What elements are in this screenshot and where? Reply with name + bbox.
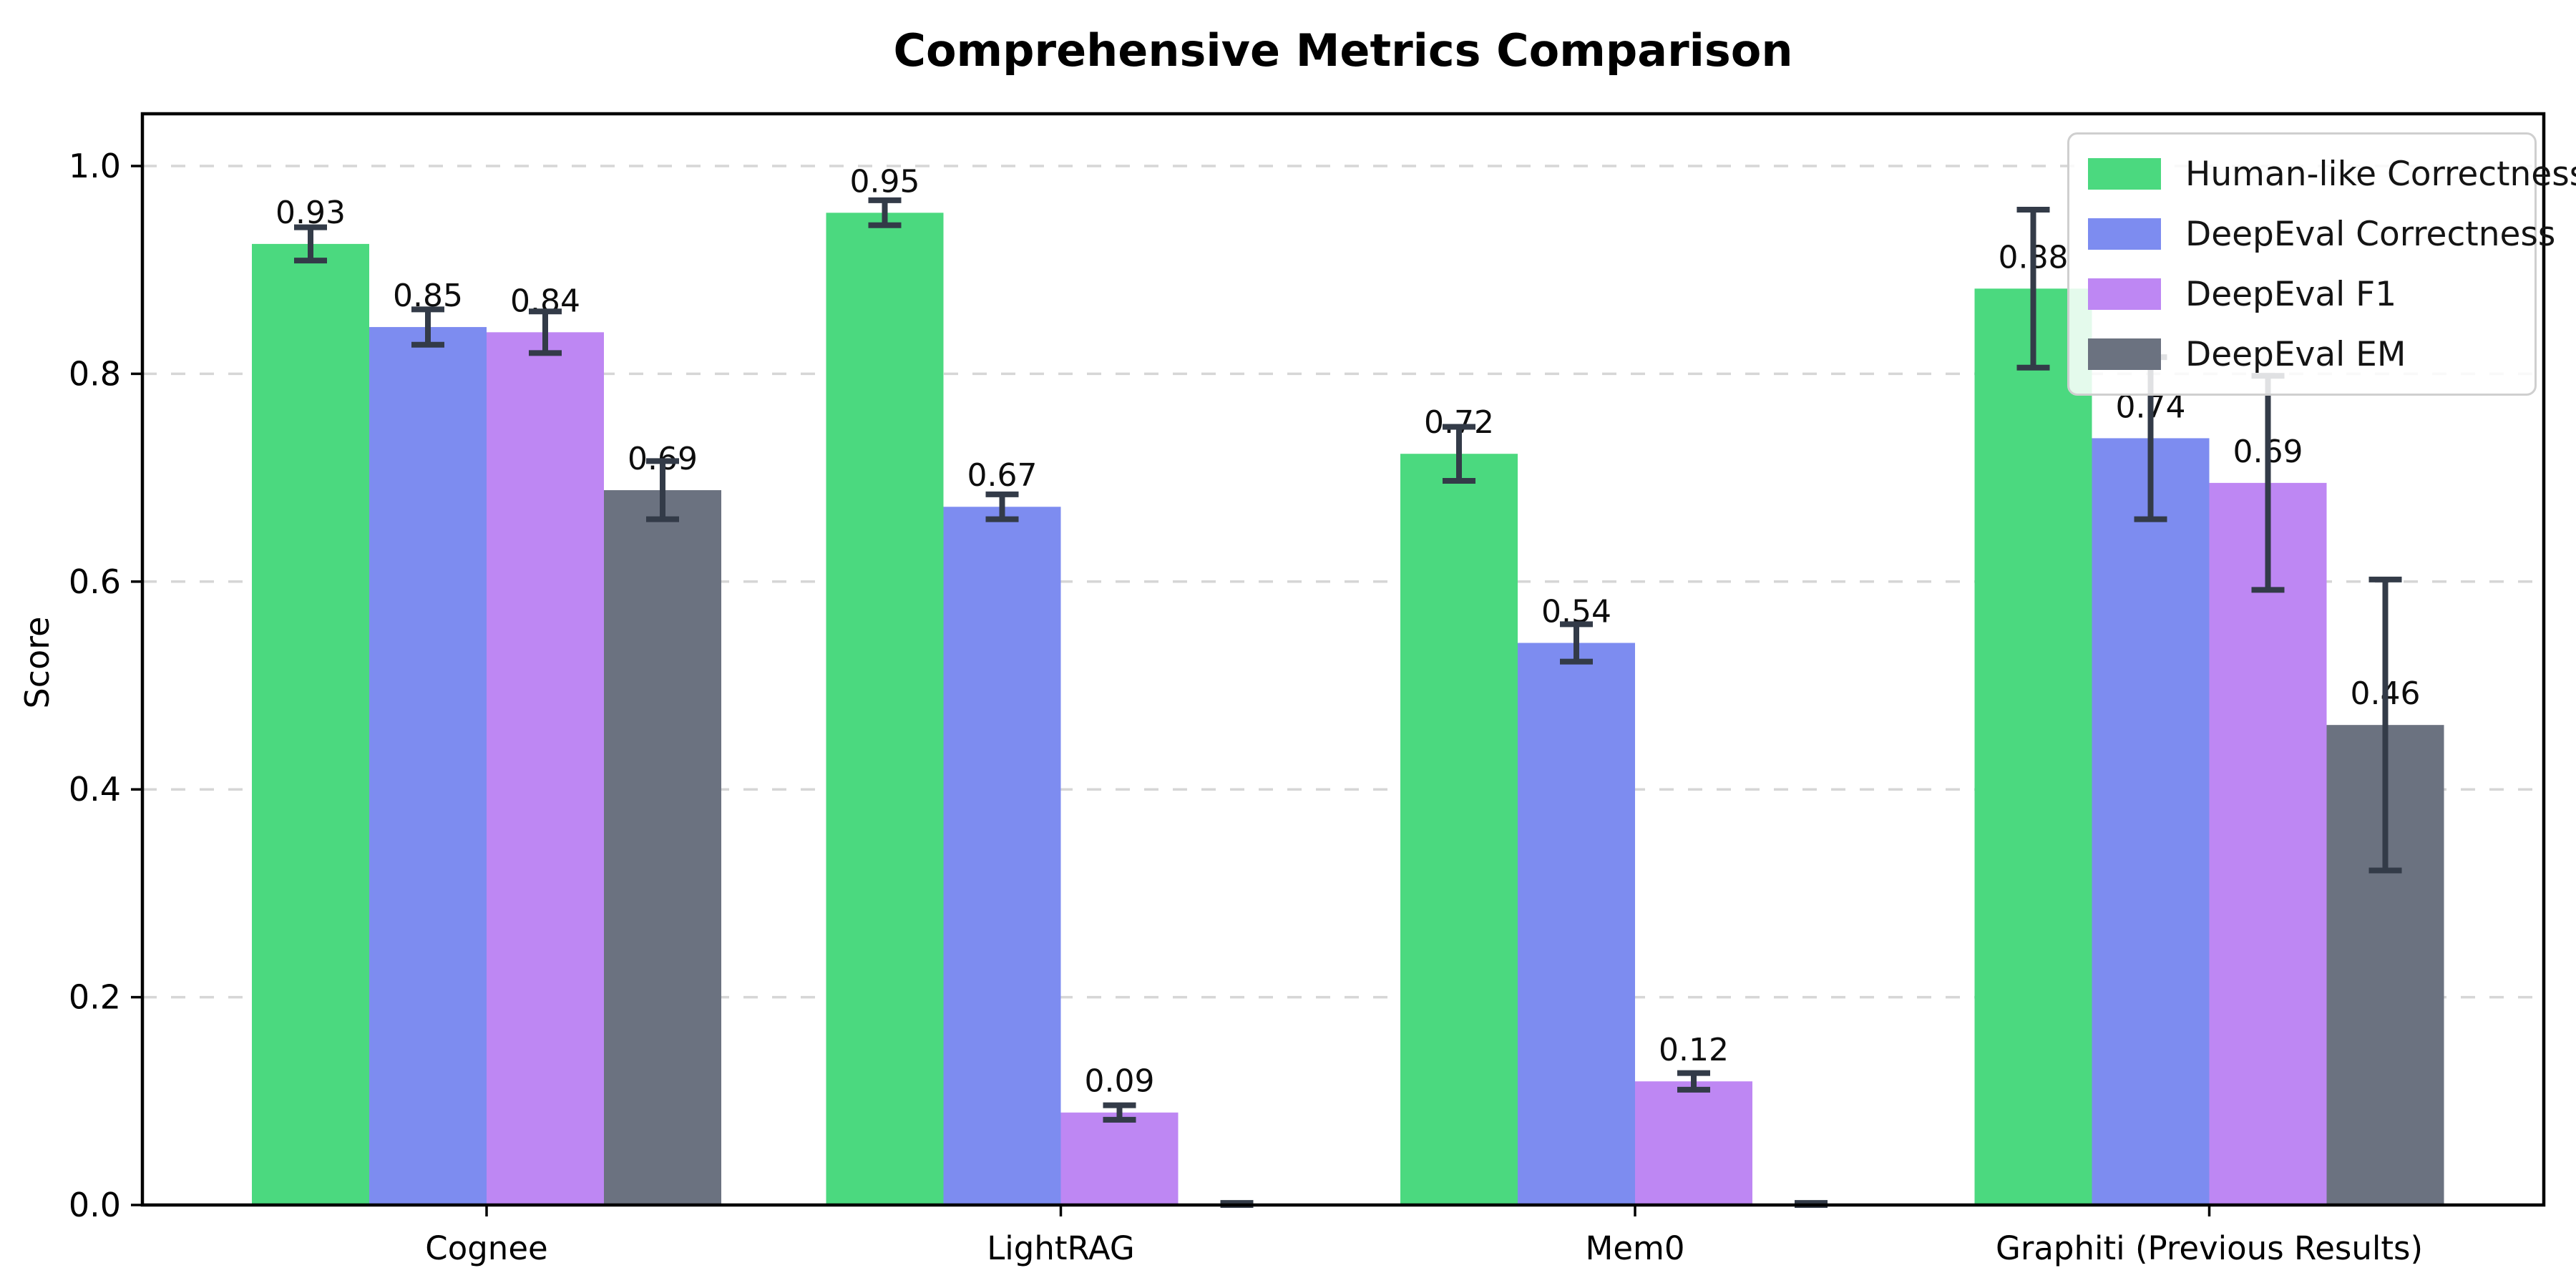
y-tick-label: 0.4 — [69, 770, 121, 809]
bar-graphiti-1 — [2092, 438, 2210, 1205]
legend-item-deepeval-em: DeepEval EM — [2088, 329, 2516, 379]
bar-cognee-2 — [487, 332, 604, 1205]
bar-lightrag-1 — [943, 507, 1061, 1205]
y-tick-label: 0.2 — [69, 978, 121, 1017]
bar-value-label: 0.12 — [1659, 1032, 1729, 1068]
legend-swatch-deepeval-f1 — [2088, 278, 2161, 310]
bar-graphiti-2 — [2209, 482, 2327, 1205]
x-tick-label: LightRAG — [987, 1229, 1135, 1267]
bar-value-label: 0.09 — [1085, 1063, 1155, 1100]
bar-cognee-3 — [604, 490, 721, 1205]
legend-swatch-human-like-correctness — [2088, 158, 2161, 190]
legend-item-deepeval-correctness: DeepEval Correctness — [2088, 209, 2555, 259]
bar-graphiti-0 — [1974, 288, 2092, 1206]
bar-cognee-0 — [252, 243, 369, 1205]
legend-label: DeepEval F1 — [2185, 274, 2397, 314]
y-tick-label: 0.8 — [69, 354, 121, 393]
bar-lightrag-2 — [1060, 1112, 1179, 1205]
legend-item-deepeval-f1: DeepEval F1 — [2088, 269, 2516, 319]
bar-mem0-0 — [1400, 454, 1518, 1205]
y-tick-label: 0.6 — [69, 562, 121, 601]
y-tick-label: 0.0 — [69, 1186, 121, 1224]
bar-mem0-1 — [1518, 643, 1635, 1205]
x-tick-label: Mem0 — [1586, 1229, 1685, 1267]
legend-swatch-deepeval-em — [2088, 338, 2161, 370]
legend-label: Human-like Correctness — [2185, 154, 2576, 194]
legend-item-human-like-correctness: Human-like Correctness — [2088, 149, 2576, 199]
legend-label: DeepEval EM — [2185, 334, 2406, 374]
bar-cognee-1 — [369, 327, 487, 1205]
chart-title: Comprehensive Metrics Comparison — [893, 24, 1793, 77]
x-tick-label: Graphiti (Previous Results) — [1996, 1229, 2423, 1267]
x-tick-label: Cognee — [425, 1229, 547, 1267]
axes-spines — [140, 112, 2546, 1207]
bar-value-label: 0.95 — [850, 163, 920, 200]
bar-lightrag-0 — [826, 213, 944, 1206]
legend-label: DeepEval Correctness — [2185, 214, 2556, 254]
legend-box: Human-like Correctness DeepEval Correctn… — [2067, 132, 2576, 396]
y-tick-label: 1.0 — [69, 147, 121, 185]
bar-mem0-2 — [1635, 1081, 1752, 1205]
legend-swatch-deepeval-correctness — [2088, 218, 2161, 250]
bar-value-label: 0.67 — [967, 457, 1038, 494]
